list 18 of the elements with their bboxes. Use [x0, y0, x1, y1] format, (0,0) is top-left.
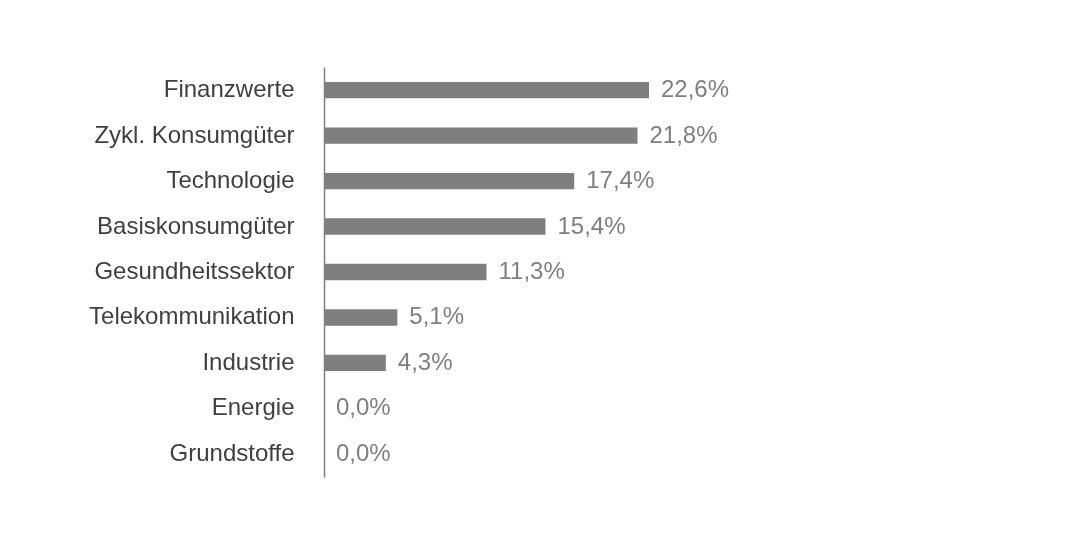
- y-tick-label: Technologie: [166, 166, 295, 194]
- data-label: 5,1%: [409, 302, 465, 330]
- data-label: 15,4%: [557, 211, 626, 239]
- data-label: 21,8%: [649, 120, 718, 148]
- y-tick-label: Industrie: [202, 347, 295, 375]
- y-tick-label: Telekommunikation: [89, 302, 295, 330]
- y-tick-label: Energie: [211, 393, 295, 421]
- data-label: 22,6%: [661, 75, 730, 103]
- y-tick-label: Finanzwerte: [163, 75, 295, 103]
- data-label: 0,0%: [336, 438, 391, 466]
- y-tick-label: Gesundheitssektor: [94, 257, 295, 284]
- y-tick-label: Basiskonsumgüter: [97, 211, 295, 239]
- data-label: 4,3%: [397, 347, 453, 375]
- y-tick-label: Grundstoffe: [169, 438, 295, 466]
- data-label: 0,0%: [336, 393, 391, 421]
- y-tick-label: Zykl. Konsumgüter: [94, 120, 295, 148]
- data-label: 11,3%: [498, 257, 565, 284]
- data-label: 17,4%: [586, 166, 655, 194]
